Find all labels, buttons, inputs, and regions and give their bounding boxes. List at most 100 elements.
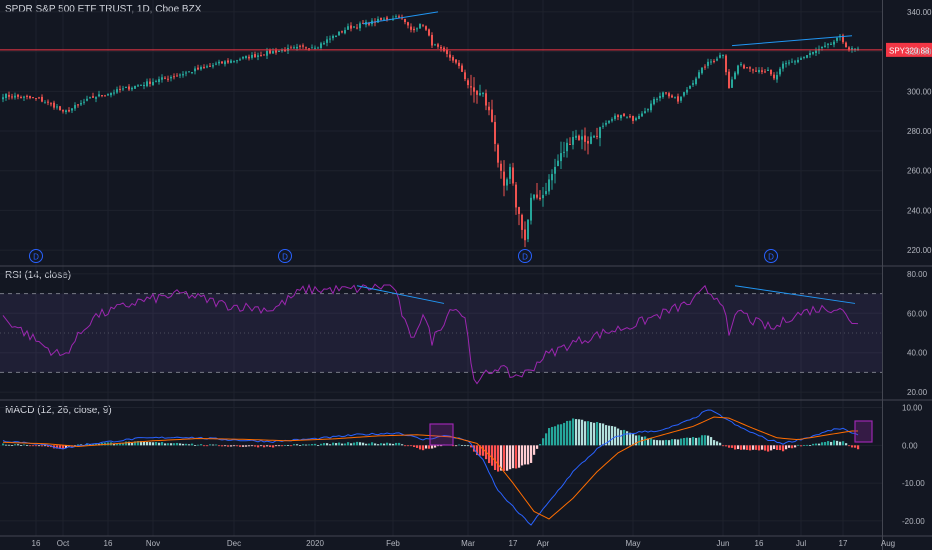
macd-histogram-bar <box>128 441 131 446</box>
candle <box>674 97 676 99</box>
macd-histogram-bar <box>428 445 431 449</box>
macd-histogram-bar <box>725 445 728 447</box>
macd-histogram-bar <box>491 445 494 466</box>
candle <box>470 86 472 88</box>
macd-histogram-bar <box>830 441 833 446</box>
macd-histogram-bar <box>200 444 203 446</box>
macd-histogram-bar <box>743 445 746 450</box>
symbol-title[interactable]: SPDR S&P 500 ETF TRUST, 1D, Cboe BZX <box>5 4 202 15</box>
macd-histogram-bar <box>11 445 14 446</box>
macd-histogram-bar <box>86 443 89 446</box>
candle <box>629 116 631 118</box>
macd-histogram-bar <box>53 445 56 449</box>
macd-histogram-bar <box>257 445 260 448</box>
candle <box>827 43 829 45</box>
macd-histogram-bar <box>20 445 23 446</box>
candle <box>290 47 292 49</box>
candle <box>458 62 460 66</box>
candle <box>773 74 775 79</box>
macd-histogram-bar <box>143 441 146 446</box>
candle <box>563 151 565 153</box>
macd-histogram-bar <box>431 445 434 449</box>
macd-histogram-bar <box>461 445 464 446</box>
macd-histogram-bar <box>671 439 674 446</box>
candle <box>746 67 748 69</box>
macd-histogram-bar <box>356 441 359 446</box>
candle <box>191 72 193 74</box>
candle <box>152 81 154 86</box>
macd-pane-title[interactable]: MACD (12, 26, close, 9) <box>5 405 112 416</box>
macd-histogram-bar <box>47 445 50 447</box>
macd-histogram-bar <box>419 445 422 450</box>
candle <box>668 93 670 97</box>
candle <box>593 136 595 138</box>
candle <box>455 59 457 63</box>
candle <box>623 113 625 117</box>
macd-histogram-bar <box>392 443 395 446</box>
macd-histogram-bar <box>854 445 857 448</box>
macd-histogram-bar <box>458 444 461 446</box>
macd-axis-label: -20.00 <box>902 517 925 526</box>
candle <box>626 116 628 118</box>
candle <box>779 68 781 75</box>
macd-histogram-bar <box>422 445 425 451</box>
candle <box>125 87 127 89</box>
candle <box>182 74 184 76</box>
macd-histogram-bar <box>782 445 785 452</box>
candle <box>653 99 655 105</box>
macd-histogram-bar <box>842 441 845 446</box>
macd-histogram-bar <box>434 445 437 448</box>
candle <box>377 18 379 23</box>
macd-histogram-bar <box>602 423 605 446</box>
price-axis-label: 340.00 <box>907 8 932 17</box>
candle <box>35 98 37 100</box>
candle <box>161 77 163 80</box>
macd-histogram-bar <box>206 445 209 447</box>
macd-histogram-bar <box>545 433 548 446</box>
macd-histogram-bar <box>467 445 470 447</box>
candle <box>500 163 502 171</box>
macd-histogram-bar <box>290 445 293 447</box>
candle <box>248 56 250 59</box>
candle <box>449 54 451 58</box>
candle <box>134 85 136 89</box>
macd-histogram-bar <box>410 445 413 447</box>
price-axis-label: 220.00 <box>907 246 932 255</box>
candle <box>68 110 70 112</box>
candle <box>476 90 478 95</box>
candle <box>344 30 346 34</box>
candle <box>428 29 430 36</box>
macd-histogram-bar <box>374 443 377 446</box>
macd-histogram-bar <box>794 445 797 448</box>
macd-histogram-bar <box>161 442 164 446</box>
candle <box>407 22 409 26</box>
macd-histogram-bar <box>800 445 803 447</box>
macd-histogram-bar <box>749 445 752 451</box>
grid <box>0 0 882 536</box>
macd-histogram-bar <box>77 444 80 446</box>
dividend-marker: D <box>518 249 532 263</box>
macd-histogram-bar <box>185 443 188 446</box>
candle <box>824 45 826 47</box>
macd-histogram-bar <box>857 445 860 450</box>
candle <box>482 92 484 94</box>
dividend-marker-circle <box>278 249 292 263</box>
macd-histogram-bar <box>62 445 65 450</box>
candle <box>788 62 790 64</box>
candle <box>155 81 157 83</box>
candle <box>23 96 25 98</box>
candle <box>845 42 847 48</box>
macd-histogram-bar <box>587 421 590 446</box>
macd-histogram-bar <box>656 440 659 446</box>
candle <box>422 24 424 26</box>
candle <box>659 95 661 99</box>
macd-histogram-bar <box>278 445 281 447</box>
candle <box>638 116 640 119</box>
macd-histogram-bar <box>125 441 128 446</box>
macd-histogram-bar <box>689 437 692 446</box>
macd-histogram-bar <box>773 445 776 450</box>
rsi-pane-title[interactable]: RSI (14, close) <box>5 270 72 281</box>
candle <box>695 78 697 85</box>
